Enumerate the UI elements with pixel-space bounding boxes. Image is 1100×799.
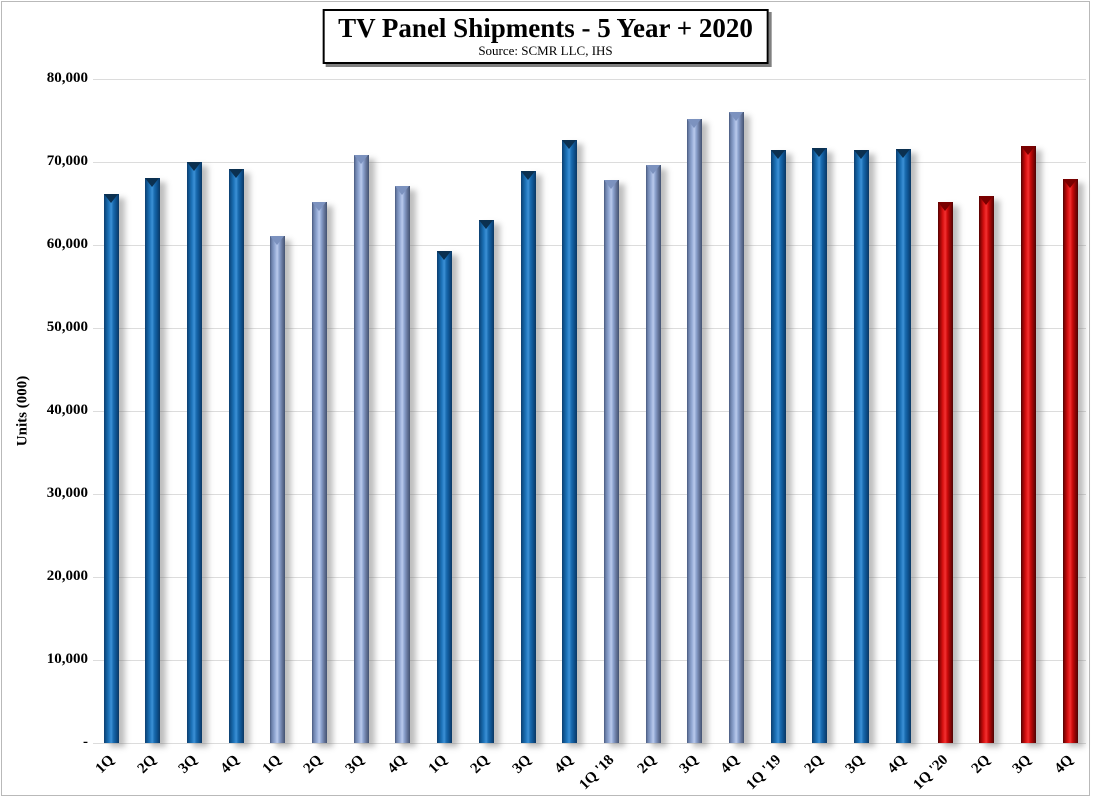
x-tick-label: 4Q: [551, 752, 577, 777]
bar-2q-17: [812, 147, 828, 743]
gridline: [93, 245, 1086, 246]
gridline: [93, 743, 1086, 744]
gridline: [93, 660, 1086, 661]
x-tick-label: 3Q: [342, 752, 368, 777]
bar-3q-2: [186, 162, 202, 743]
x-tick-label: 1Q '19: [743, 752, 785, 794]
x-tick-label: 2Q: [300, 752, 326, 777]
chart-subtitle: Source: SCMR LLC, IHS: [478, 43, 613, 59]
y-axis-tick-labels: 80,000 70,000 60,000 50,000 40,000 30,000 20,0…: [2, 70, 88, 750]
bar-2q-9: [478, 220, 494, 743]
bar-2q-21: [979, 196, 995, 743]
y-tick-label: 50,000: [46, 319, 88, 335]
bar-3q-14: [687, 118, 703, 743]
x-tick-label: 3Q: [509, 752, 535, 777]
x-tick-label: 3Q: [1009, 752, 1035, 777]
gridline: [93, 79, 1086, 80]
bar-4q-23: [1062, 179, 1078, 743]
x-tick-label: 4Q: [217, 752, 243, 777]
bar-2q-13: [645, 165, 661, 743]
x-tick-label: 4Q: [884, 752, 910, 777]
plot-area: [93, 79, 1086, 744]
bar-4q-11: [562, 139, 578, 743]
bar-3q-18: [854, 149, 870, 743]
y-tick-label: 80,000: [46, 70, 88, 86]
x-tick-label: 3Q: [843, 752, 868, 777]
x-tick-label: 2Q: [134, 752, 160, 777]
bar-1q-0: [103, 193, 119, 743]
x-tick-label: 1Q: [92, 752, 118, 777]
gridline: [93, 162, 1086, 163]
bar-3q-6: [353, 154, 369, 743]
bar-4q-15: [729, 112, 744, 743]
x-tick-label: 2Q: [968, 752, 994, 777]
bar-2q-1: [145, 177, 161, 743]
chart-title-box: TV Panel Shipments - 5 Year + 2020 Sourc…: [322, 9, 769, 65]
bar-1q19-16: [770, 150, 786, 743]
y-tick-label: 60,000: [46, 236, 88, 252]
y-tick-label: 70,000: [46, 153, 88, 169]
x-tick-label: 2Q: [801, 752, 827, 777]
x-tick-label: 1Q '20: [910, 752, 952, 794]
x-tick-label: 4Q: [717, 752, 743, 777]
bar-4q-7: [395, 186, 411, 743]
x-tick-label: 4Q: [1051, 752, 1077, 777]
bar-1q-4: [270, 235, 286, 743]
x-axis-tick-labels: 1Q 2Q 3Q 4Q 1Q 2Q 3Q 4Q 1Q 2Q 3Q 4Q 1Q '18 2Q 3Q 4Q 1Q '…: [92, 743, 1086, 797]
gridline: [93, 577, 1086, 578]
x-tick-label: 2Q: [467, 752, 493, 777]
x-tick-label: 2Q: [634, 752, 660, 777]
gridline: [93, 328, 1086, 329]
chart-title: TV Panel Shipments - 5 Year + 2020: [338, 13, 753, 43]
bar-1q-8: [437, 250, 453, 743]
x-tick-label: 1Q '18: [576, 752, 618, 794]
bar-2q-5: [312, 201, 327, 743]
x-tick-label: 1Q: [426, 752, 451, 777]
x-tick-label: 3Q: [676, 752, 702, 777]
gridline: [93, 411, 1086, 412]
bar-3q-22: [1020, 146, 1036, 743]
y-tick-label: 10,000: [46, 651, 88, 667]
bar-1q20-20: [937, 201, 953, 743]
bar-4q-19: [895, 148, 911, 743]
x-tick-label: 4Q: [384, 752, 410, 777]
y-tick-label: -: [83, 734, 88, 750]
x-tick-label: 1Q: [259, 752, 285, 777]
x-tick-label: 3Q: [175, 752, 201, 777]
y-tick-label: 20,000: [46, 568, 88, 584]
bar-3q-10: [520, 171, 536, 743]
bar-1q18-12: [603, 180, 619, 743]
gridline: [93, 494, 1086, 495]
y-tick-label: 40,000: [46, 402, 88, 418]
y-tick-label: 30,000: [46, 485, 88, 501]
bar-4q-3: [228, 168, 244, 743]
